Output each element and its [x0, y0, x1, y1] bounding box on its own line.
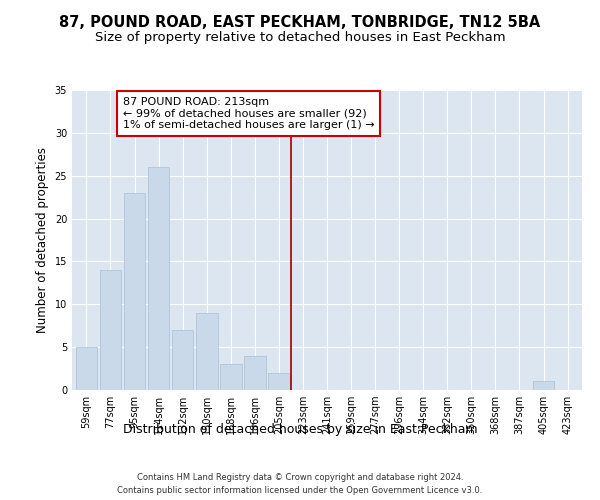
Bar	[148, 167, 169, 390]
Bar	[196, 313, 218, 390]
Text: Size of property relative to detached houses in East Peckham: Size of property relative to detached ho…	[95, 31, 505, 44]
Bar	[172, 330, 193, 390]
Bar	[124, 193, 145, 390]
Bar	[268, 373, 290, 390]
Text: Distribution of detached houses by size in East Peckham: Distribution of detached houses by size …	[122, 422, 478, 436]
Text: 87, POUND ROAD, EAST PECKHAM, TONBRIDGE, TN12 5BA: 87, POUND ROAD, EAST PECKHAM, TONBRIDGE,…	[59, 15, 541, 30]
Bar	[76, 347, 97, 390]
Bar	[100, 270, 121, 390]
Text: Contains HM Land Registry data © Crown copyright and database right 2024.
Contai: Contains HM Land Registry data © Crown c…	[118, 474, 482, 495]
Bar	[533, 382, 554, 390]
Bar	[244, 356, 266, 390]
Text: 87 POUND ROAD: 213sqm
← 99% of detached houses are smaller (92)
1% of semi-detac: 87 POUND ROAD: 213sqm ← 99% of detached …	[122, 97, 374, 130]
Y-axis label: Number of detached properties: Number of detached properties	[36, 147, 49, 333]
Bar	[220, 364, 242, 390]
